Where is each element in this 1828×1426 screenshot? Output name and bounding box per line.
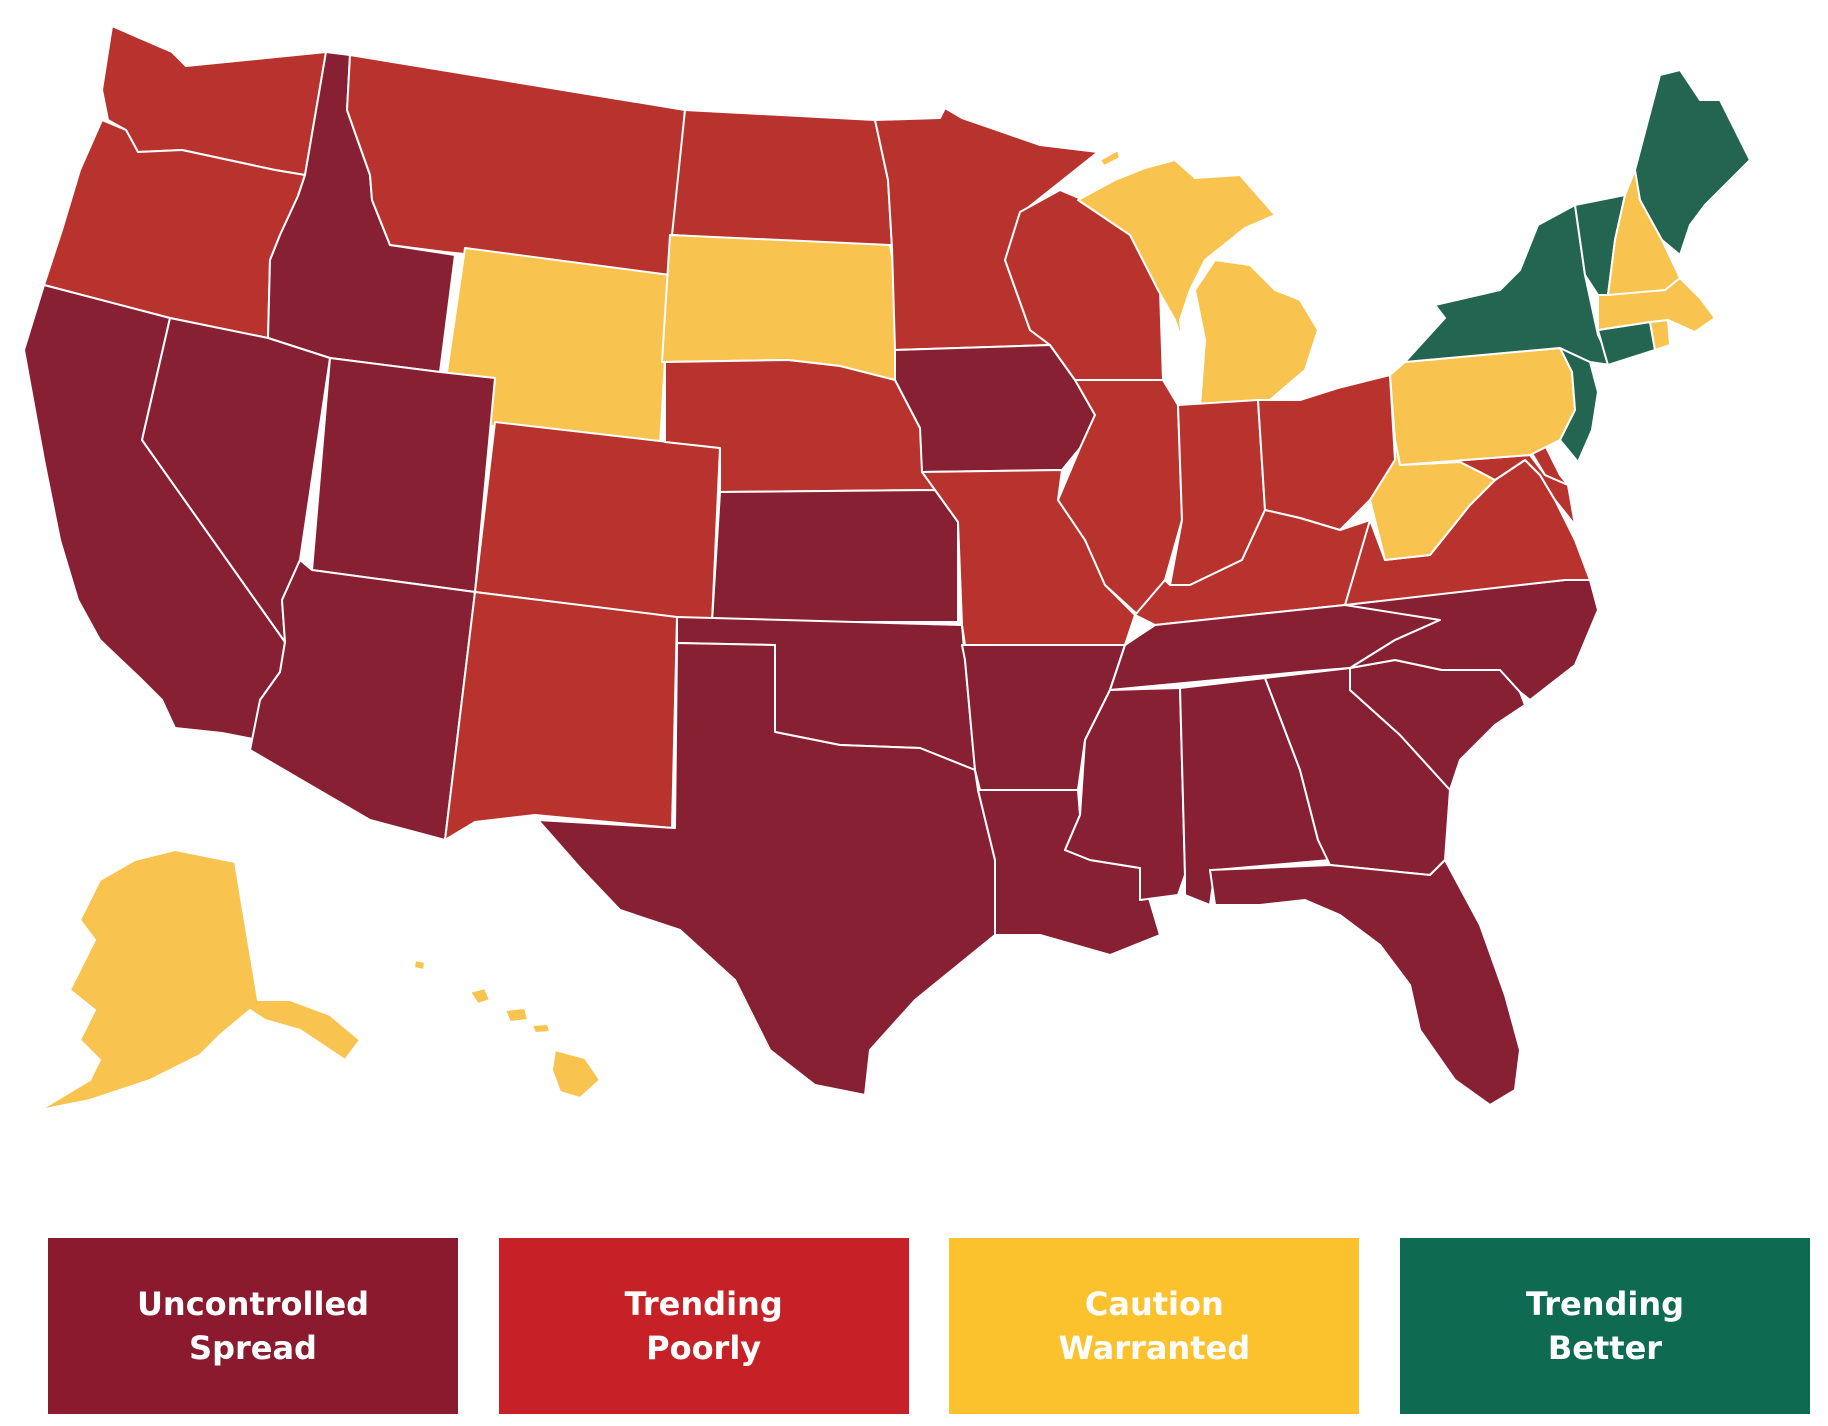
state-alaska bbox=[39, 849, 361, 1111]
state-hawaii-island bbox=[504, 1007, 529, 1023]
state-michigan-island bbox=[1099, 149, 1121, 167]
state-maine bbox=[1634, 69, 1751, 256]
state-texas bbox=[537, 642, 996, 1096]
legend-label-uncontrolled-spread: Uncontrolled Spread bbox=[136, 1285, 370, 1367]
state-pennsylvania bbox=[1389, 347, 1576, 466]
state-illinois bbox=[1057, 379, 1183, 616]
state-arizona bbox=[249, 559, 476, 841]
state-north-dakota bbox=[671, 109, 893, 249]
map-svg bbox=[23, 25, 1751, 1111]
state-utah bbox=[311, 357, 496, 593]
state-florida bbox=[1209, 859, 1521, 1106]
state-new-jersey bbox=[1559, 347, 1599, 463]
state-hawaii bbox=[551, 1049, 601, 1099]
state-kansas bbox=[711, 489, 959, 623]
state-colorado bbox=[474, 421, 721, 623]
legend-caution-warranted: Caution Warranted bbox=[949, 1238, 1360, 1414]
state-montana bbox=[346, 54, 686, 276]
legend-label-trending-poorly: Trending Poorly bbox=[624, 1285, 783, 1367]
state-south-dakota bbox=[661, 234, 896, 381]
state-hawaii-island bbox=[469, 987, 491, 1005]
us-state-map bbox=[23, 25, 1751, 1111]
state-hawaii-island bbox=[413, 959, 426, 971]
state-new-mexico bbox=[444, 591, 678, 841]
state-hawaii-island bbox=[531, 1023, 551, 1034]
legend-trending-better: Trending Better bbox=[1399, 1238, 1810, 1414]
legend: Uncontrolled Spread Trending Poorly Caut… bbox=[48, 1238, 1810, 1414]
state-missouri bbox=[921, 469, 1136, 646]
legend-uncontrolled-spread: Uncontrolled Spread bbox=[48, 1238, 458, 1414]
legend-label-trending-better: Trending Better bbox=[1525, 1285, 1685, 1367]
legend-trending-poorly: Trending Poorly bbox=[498, 1238, 909, 1414]
legend-label-caution-warranted: Caution Warranted bbox=[1058, 1285, 1251, 1367]
